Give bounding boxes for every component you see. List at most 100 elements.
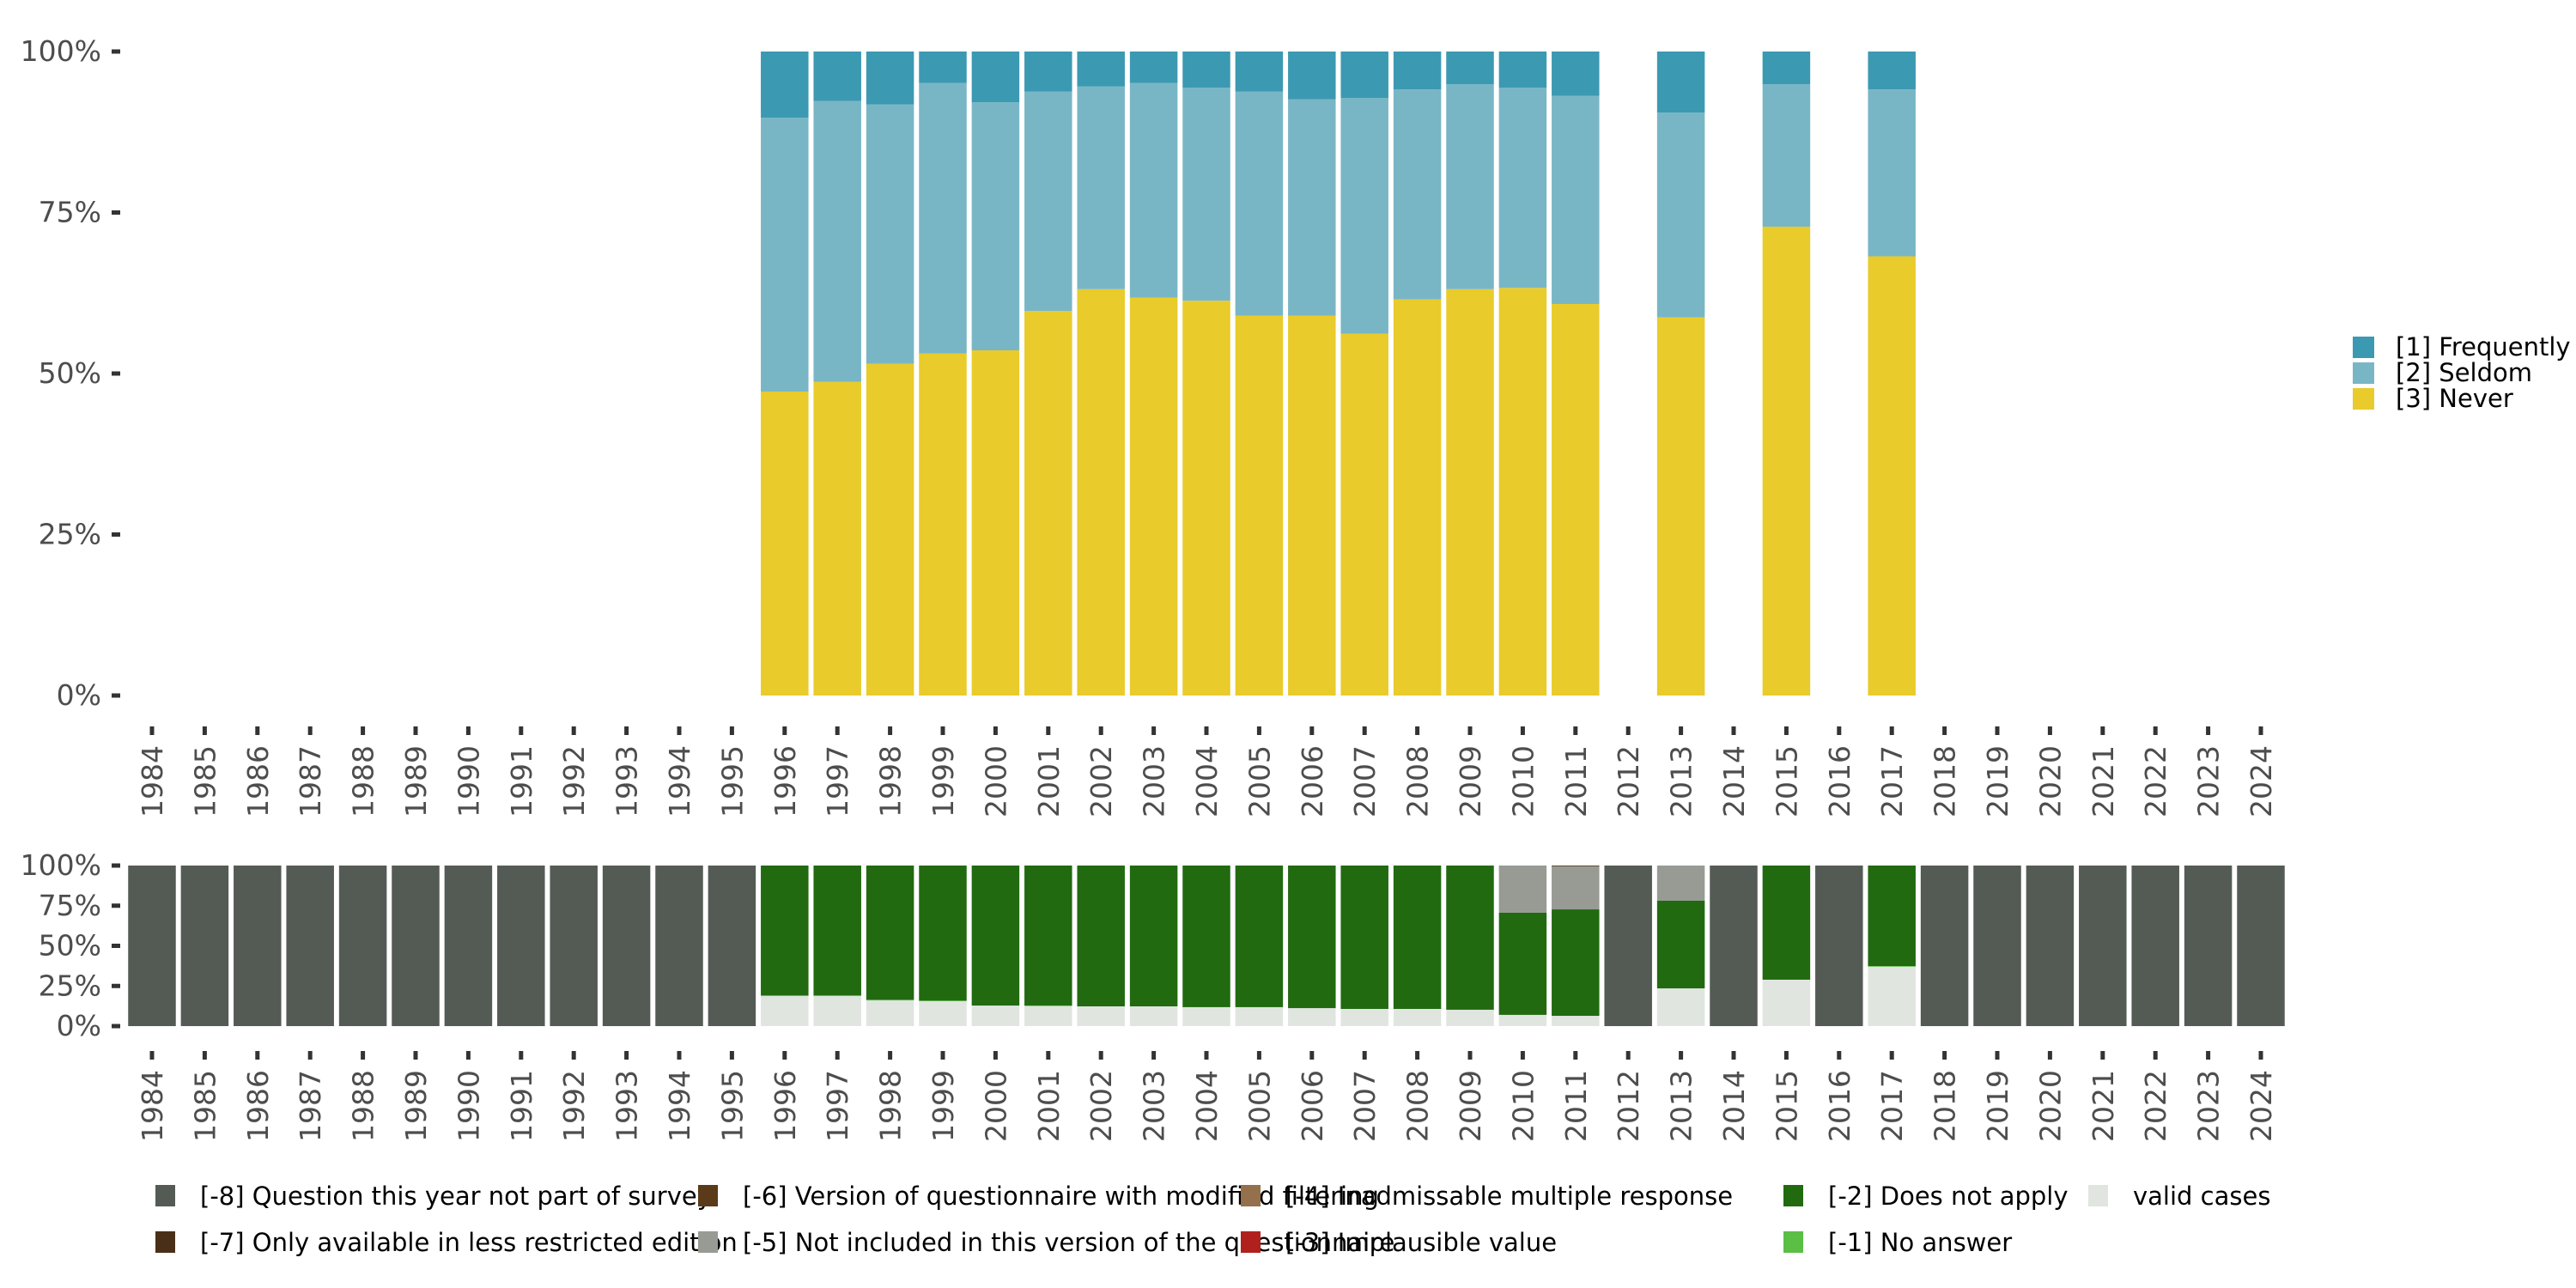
bar-segment-1992 — [550, 866, 598, 1026]
x-tick-label: 2009 — [1454, 1070, 1487, 1142]
x-tick-label: 2017 — [1875, 745, 1909, 817]
bar-segment-2003 — [1129, 866, 1178, 1006]
legend-swatch — [698, 1185, 718, 1206]
x-tick-2008 — [1415, 726, 1420, 735]
x-tick-label: 1987 — [294, 745, 327, 817]
bar-segment-2005 — [1235, 866, 1284, 1007]
bar-segment-2003 — [1129, 297, 1178, 696]
bar-segment-1996 — [761, 866, 809, 996]
x-tick-label: 2015 — [1770, 1070, 1803, 1142]
bar-segment-2002 — [1077, 1005, 1125, 1026]
x-tick-label: 2007 — [1348, 745, 1382, 817]
x-tick-label: 1990 — [452, 1070, 485, 1142]
bar-segment-2011 — [1552, 1016, 1600, 1026]
x-tick-2000 — [993, 1051, 998, 1060]
bar-segment-2010 — [1498, 866, 1547, 913]
x-tick-label: 1984 — [136, 1070, 169, 1142]
y-tick — [112, 903, 120, 908]
x-tick-1997 — [835, 1051, 840, 1060]
bar-segment-2002 — [1077, 866, 1125, 1006]
bottom-y-axis: 0% 25% 50% 75% 100% — [21, 848, 120, 1042]
bottom-legend: [-8] Question this year not part of surv… — [155, 1182, 2270, 1257]
legend-label: [3] Never — [2396, 384, 2513, 413]
bar-segment-2004 — [1182, 88, 1230, 301]
bar-segment-2001 — [1024, 311, 1072, 696]
y-tick-label: 100% — [21, 848, 101, 882]
legend-label: [-4] Inadmissable multiple response — [1285, 1182, 1733, 1211]
x-tick-2019 — [1995, 1051, 2000, 1060]
bar-segment-1999 — [919, 353, 967, 696]
x-tick-2013 — [1679, 726, 1684, 735]
x-tick-label: 1989 — [399, 1070, 433, 1142]
y-tick-label: 75% — [39, 889, 101, 922]
bar-segment-2013 — [1656, 52, 1705, 113]
x-tick-1984 — [149, 726, 155, 735]
bar-segment-2002 — [1077, 86, 1125, 289]
legend-label: [-7] Only available in less restricted e… — [200, 1228, 738, 1257]
bar-segment-2007 — [1340, 333, 1388, 696]
x-tick-label: 2013 — [1665, 745, 1698, 817]
x-tick-label: 2001 — [1032, 1070, 1066, 1142]
legend-label: [1] Frequently — [2396, 332, 2571, 361]
bar-segment-2006 — [1288, 52, 1336, 100]
bar-segment-1996 — [761, 118, 809, 392]
x-tick-label: 2010 — [1506, 1070, 1540, 1142]
x-tick-label: 2017 — [1875, 1070, 1909, 1142]
x-tick-2007 — [1362, 726, 1367, 735]
x-tick-label: 2002 — [1084, 1070, 1118, 1142]
bar-segment-1999 — [919, 1001, 967, 1026]
x-tick-label: 1991 — [505, 1070, 538, 1142]
bar-segment-2011 — [1552, 95, 1600, 304]
x-tick-2010 — [1520, 1051, 1525, 1060]
x-tick-2024 — [2258, 1051, 2263, 1060]
bar-segment-1997 — [813, 100, 861, 382]
x-tick-label: 1995 — [715, 745, 749, 817]
x-tick-label: 1997 — [821, 745, 854, 817]
x-tick-2021 — [2100, 1051, 2105, 1060]
bar-segment-1997 — [813, 381, 861, 696]
bar-segment-1995 — [708, 866, 756, 1026]
bar-segment-2003 — [1129, 52, 1178, 83]
bar-segment-1986 — [234, 866, 282, 1026]
x-tick-2003 — [1151, 726, 1157, 735]
x-tick-2011 — [1573, 726, 1578, 735]
x-tick-1997 — [835, 726, 840, 735]
y-tick — [112, 944, 120, 948]
bar-segment-2022 — [2131, 866, 2179, 1026]
x-tick-1985 — [202, 1051, 207, 1060]
bar-segment-1997 — [813, 52, 861, 101]
x-tick-label: 1993 — [611, 1070, 644, 1142]
y-tick — [112, 532, 120, 537]
y-tick-label: 50% — [39, 929, 101, 963]
x-tick-label: 2018 — [1929, 745, 1962, 817]
x-tick-1989 — [413, 1051, 418, 1060]
x-tick-2018 — [1942, 726, 1947, 735]
x-tick-1990 — [465, 1051, 471, 1060]
bar-segment-1996 — [761, 52, 809, 118]
bar-segment-2009 — [1446, 289, 1494, 696]
x-tick-2016 — [1837, 726, 1842, 735]
bar-segment-1994 — [655, 866, 703, 1026]
x-tick-2006 — [1309, 1051, 1315, 1060]
bar-segment-2003 — [1129, 1005, 1178, 1026]
bar-segment-1999 — [919, 1000, 967, 1002]
x-tick-label: 2012 — [1612, 1070, 1645, 1142]
x-tick-label: 1988 — [347, 745, 380, 817]
y-tick-label: 25% — [39, 518, 101, 551]
bar-segment-2004 — [1182, 52, 1230, 88]
bar-segment-2024 — [2237, 866, 2285, 1026]
x-tick-1991 — [519, 726, 524, 735]
x-tick-label: 2004 — [1190, 745, 1224, 817]
bar-segment-1998 — [866, 999, 914, 1001]
bar-segment-2009 — [1446, 84, 1494, 289]
x-tick-label: 1995 — [715, 1070, 749, 1142]
bar-segment-2009 — [1446, 52, 1494, 85]
bar-segment-2008 — [1393, 52, 1442, 90]
x-tick-1999 — [940, 726, 945, 735]
bar-segment-2015 — [1762, 866, 1811, 980]
top-legend: [1] Frequently[2] Seldom[3] Never — [2353, 332, 2571, 413]
bar-segment-2009 — [1446, 866, 1494, 1010]
bar-segment-1997 — [813, 866, 861, 996]
x-tick-label: 2021 — [2087, 745, 2120, 817]
y-tick — [112, 983, 120, 988]
